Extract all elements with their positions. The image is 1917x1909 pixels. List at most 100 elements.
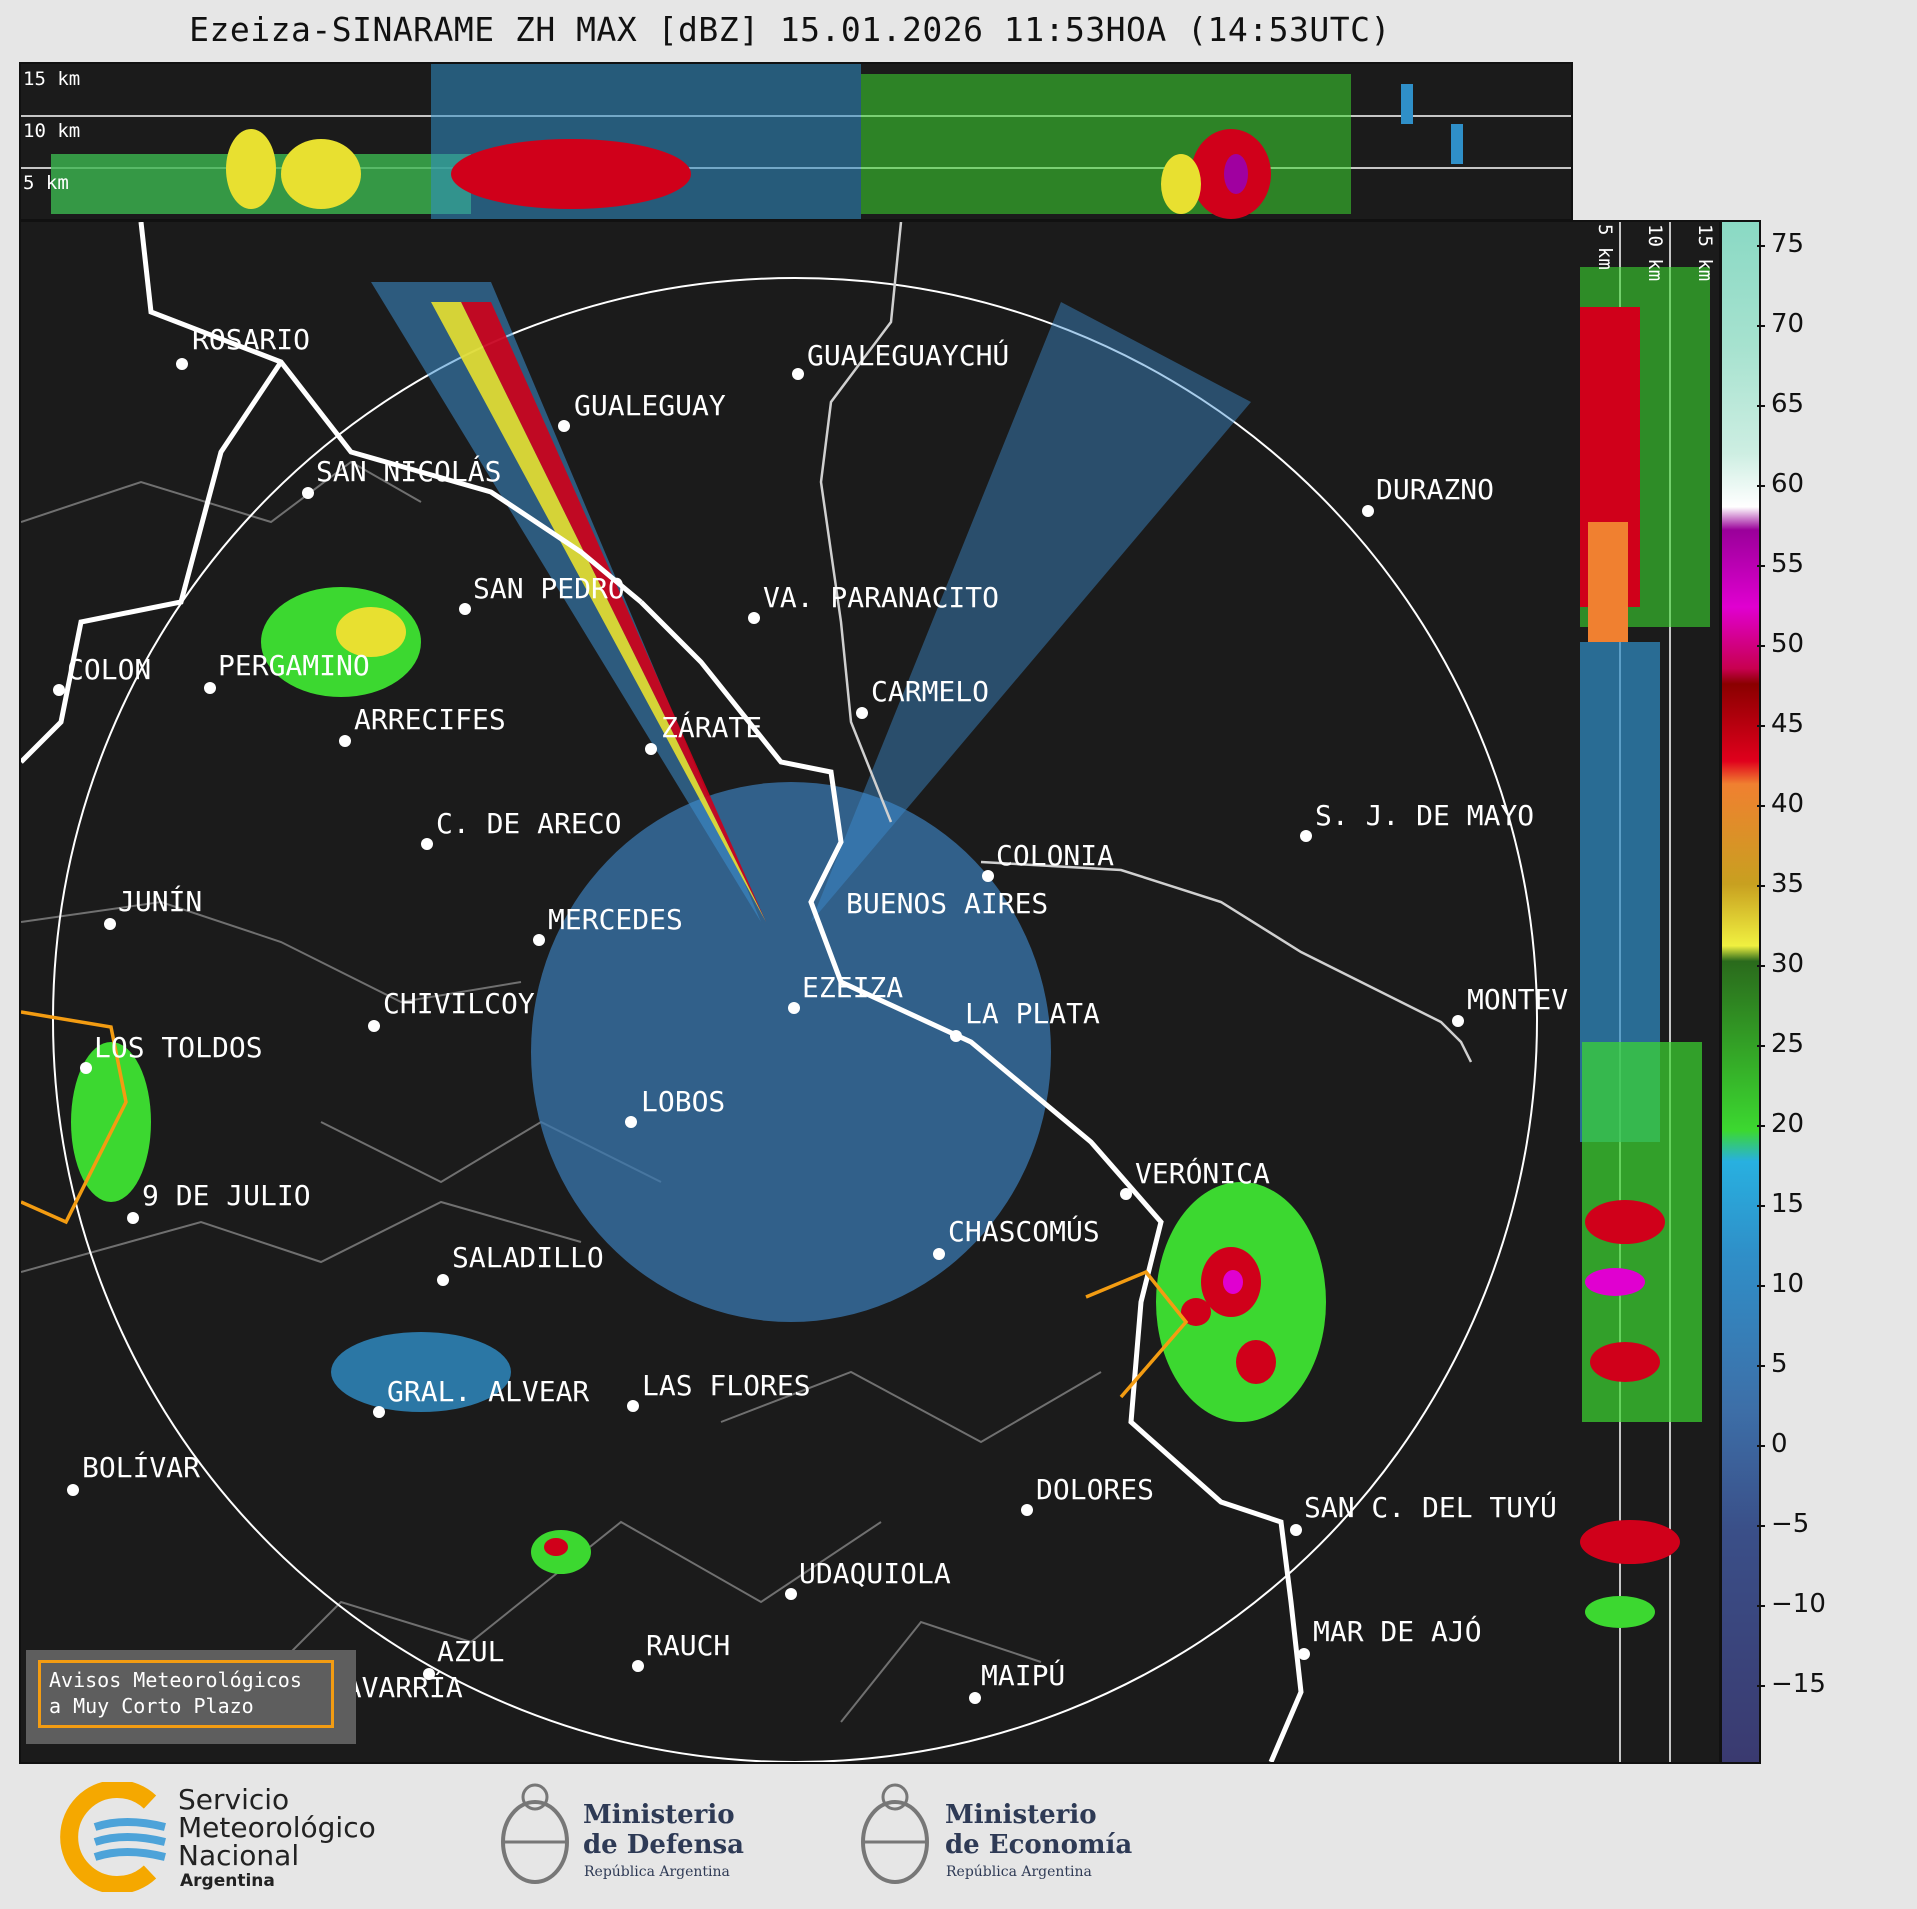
city-marker <box>788 1002 800 1014</box>
smn-logo-line4: Argentina <box>180 1871 275 1891</box>
city-marker <box>127 1212 139 1224</box>
colorbar-tick: −15 <box>1757 1669 1826 1699</box>
city-marker <box>67 1484 79 1496</box>
warning-legend-line1: Avisos Meteorológicos <box>49 1668 302 1692</box>
level-label-5km: 5 km <box>1594 224 1616 270</box>
city-marker <box>53 684 65 696</box>
colorbar <box>1720 220 1761 1764</box>
city-label: SAN PEDRO <box>473 572 625 605</box>
city-marker <box>627 1400 639 1412</box>
city-marker <box>856 707 868 719</box>
city-marker <box>933 1248 945 1260</box>
city-label: SALADILLO <box>452 1241 604 1274</box>
smn-logo-icon <box>60 1782 166 1892</box>
colorbar-tick: 20 <box>1756 1109 1804 1139</box>
city-label: DOLORES <box>1036 1473 1155 1506</box>
right-cross-section: 5 km 10 km 15 km <box>1570 220 1721 1764</box>
colorbar-tick: 15 <box>1756 1189 1804 1219</box>
economia-logo-line3: República Argentina <box>946 1864 1092 1880</box>
city-label: COLON <box>67 653 152 686</box>
city-label: AZUL <box>437 1635 505 1668</box>
smn-logo-line1: Servicio <box>178 1783 290 1816</box>
colorbar-tick: 0 <box>1757 1429 1788 1459</box>
city-marker <box>785 1588 797 1600</box>
level-label-15km: 15 km <box>1694 224 1716 282</box>
city-marker <box>437 1274 449 1286</box>
city-label: GUALEGUAY <box>574 389 726 422</box>
city-label: ROSARIO <box>192 323 311 356</box>
city-label: GUALEGUAYCHÚ <box>807 339 1010 372</box>
colorbar-tick: 70 <box>1756 309 1804 339</box>
level-label-15km: 15 km <box>23 68 81 90</box>
colorbar-tick: 5 <box>1757 1349 1788 1379</box>
city-marker <box>421 838 433 850</box>
clutter-echo <box>531 782 1051 1322</box>
city-label: MAIPÚ <box>981 1659 1066 1692</box>
city-label: C. DE ARECO <box>436 807 622 840</box>
defensa-logo-line1: Ministerio <box>583 1800 735 1830</box>
top-cross-section-echoes <box>21 64 1571 219</box>
smn-logo-line3: Nacional <box>178 1839 300 1872</box>
city-label: JUNÍN <box>118 885 203 918</box>
colorbar-tick: −10 <box>1757 1589 1826 1619</box>
city-marker <box>368 1020 380 1032</box>
city-marker <box>1300 830 1312 842</box>
rio-de-la-plata-shore <box>819 222 1473 1063</box>
smn-logo-line2: Meteorológico <box>178 1811 376 1844</box>
footer: Servicio Meteorológico Nacional Argentin… <box>0 1762 1917 1909</box>
city-marker <box>1362 505 1374 517</box>
defensa-logo-line2: de Defensa <box>583 1830 744 1860</box>
city-label: MAR DE AJÓ <box>1313 1615 1482 1648</box>
warning-legend-line2: a Muy Corto Plazo <box>49 1694 254 1718</box>
city-marker <box>1120 1188 1132 1200</box>
colorbar-tick: 35 <box>1756 869 1804 899</box>
colorbar-tick: 40 <box>1756 789 1804 819</box>
defensa-shield-icon <box>501 1783 569 1884</box>
city-marker <box>969 1692 981 1704</box>
city-marker <box>373 1406 385 1418</box>
city-marker <box>645 743 657 755</box>
radar-map[interactable]: ROSARIO GUALEGUAYCHÚ GUALEGUAY SAN NICOL… <box>19 220 1573 1764</box>
city-marker <box>950 1030 962 1042</box>
city-label: CHIVILCOY <box>383 987 535 1020</box>
city-marker <box>204 682 216 694</box>
city-label: S. J. DE MAYO <box>1315 799 1535 832</box>
defensa-logo-line3: República Argentina <box>584 1864 730 1880</box>
city-label: LOS TOLDOS <box>94 1031 263 1064</box>
city-marker <box>1452 1015 1464 1027</box>
coastline <box>21 222 1304 1762</box>
city-label: CARMELO <box>871 675 990 708</box>
city-label: PERGAMINO <box>218 649 370 682</box>
city-marker <box>1298 1648 1310 1660</box>
colorbar-tick: −5 <box>1756 1509 1809 1539</box>
colorbar-tick: 75 <box>1756 229 1804 259</box>
city-marker <box>1290 1524 1302 1536</box>
city-label: UDAQUIOLA <box>799 1557 951 1590</box>
warning-polygons <box>21 1010 1189 1399</box>
city-label: LAS FLORES <box>642 1369 811 1402</box>
city-label: ZÁRATE <box>661 711 763 744</box>
city-label: BOLÍVAR <box>82 1451 201 1484</box>
city-label: LOBOS <box>641 1085 726 1118</box>
warning-legend-frame: Avisos Meteorológicos a Muy Corto Plazo <box>38 1660 334 1728</box>
city-marker <box>80 1062 92 1074</box>
chart-title: Ezeiza-SINARAME ZH MAX [dBZ] 15.01.2026 … <box>189 10 1391 49</box>
city-label: BUENOS AIRES <box>846 887 1049 920</box>
city-marker <box>792 368 804 380</box>
city-label: DURAZNO <box>1376 473 1495 506</box>
top-cross-section: 15 km 10 km 5 km <box>19 62 1573 221</box>
economia-logo-line2: de Economía <box>945 1830 1133 1860</box>
economia-logo-line1: Ministerio <box>945 1800 1097 1830</box>
city-marker <box>625 1116 637 1128</box>
range-ring <box>52 277 1538 1762</box>
colorbar-tick: 55 <box>1756 549 1804 579</box>
colorbar-tick: 60 <box>1756 469 1804 499</box>
city-label: VA. PARANACITO <box>763 581 1000 614</box>
city-label: 9 DE JULIO <box>142 1179 311 1212</box>
city-marker <box>558 420 570 432</box>
warning-legend: Avisos Meteorológicos a Muy Corto Plazo <box>26 1650 356 1744</box>
city-label: RAUCH <box>646 1629 731 1662</box>
city-marker <box>748 612 760 624</box>
city-label: SAN NICOLÁS <box>316 455 502 488</box>
colorbar-tick: 10 <box>1756 1269 1804 1299</box>
